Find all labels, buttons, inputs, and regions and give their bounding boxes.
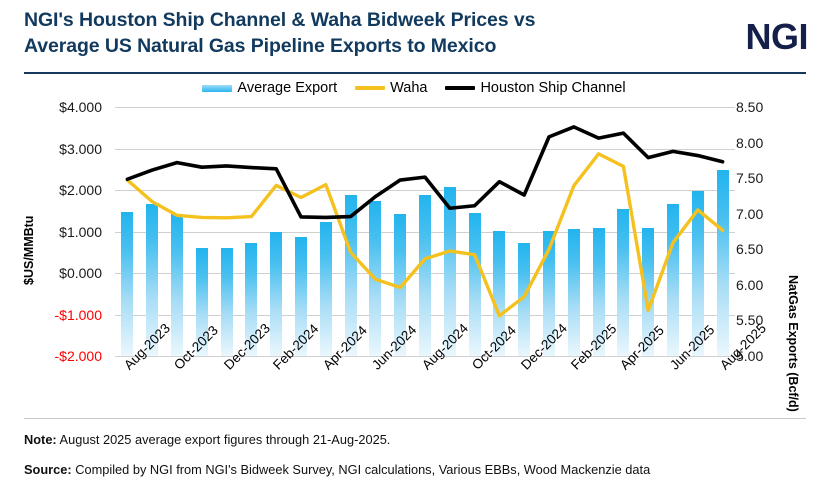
y-tick-right: 8.50 xyxy=(736,99,764,115)
y-tick-right: 7.50 xyxy=(736,170,764,187)
gridline xyxy=(115,148,735,150)
y-tick-left: -$2.000 xyxy=(54,348,102,364)
legend-swatch-icon xyxy=(445,86,476,90)
footnote-source-text: Compiled by NGI from NGI's Bidweek Surve… xyxy=(71,462,651,477)
y-tick-right: 6.00 xyxy=(736,276,764,293)
bar[interactable] xyxy=(319,221,332,356)
bar[interactable] xyxy=(592,227,605,356)
y-tick-right: 6.50 xyxy=(736,241,764,258)
legend-label: Houston Ship Channel xyxy=(480,80,626,96)
bar[interactable] xyxy=(171,214,183,356)
bar[interactable] xyxy=(691,190,704,356)
footnote-note: Note: August 2025 average export figures… xyxy=(24,432,390,447)
legend-label: Average Export xyxy=(237,80,338,96)
bar[interactable] xyxy=(295,237,307,356)
page-title: NGI's Houston Ship Channel & Waha Bidwee… xyxy=(24,8,664,59)
page-title-line-2: Average US Natural Gas Pipeline Exports … xyxy=(24,34,497,57)
y-tick-left: $1.000 xyxy=(59,223,102,240)
bar[interactable] xyxy=(493,230,506,356)
header-divider xyxy=(24,72,806,74)
footnote-source: Source: Compiled by NGI from NGI's Bidwe… xyxy=(24,462,650,477)
y-tick-left: -$1.000 xyxy=(54,306,102,323)
bar[interactable] xyxy=(617,208,630,356)
bar[interactable] xyxy=(443,187,456,356)
plot-area: $US/MMBtu NatGas Exports (Bcf/d) $4.000 $… xyxy=(0,99,828,412)
legend-swatch-icon xyxy=(202,84,233,92)
y-tick-right: 7.00 xyxy=(736,205,764,222)
footnote-note-text: August 2025 average export figures throu… xyxy=(56,432,391,447)
bar[interactable] xyxy=(716,170,729,356)
y-tick-left: $4.000 xyxy=(59,99,102,115)
line-series-layer xyxy=(125,125,725,318)
y-tick-left: $2.000 xyxy=(59,182,102,198)
bar[interactable] xyxy=(146,204,159,356)
bar[interactable] xyxy=(220,247,233,356)
gridline xyxy=(115,190,735,191)
legend-swatch-icon xyxy=(355,86,386,90)
bar[interactable] xyxy=(419,195,431,356)
y-tick-left: $3.000 xyxy=(59,140,102,157)
page-title-line-1: NGI's Houston Ship Channel & Waha Bidwee… xyxy=(24,9,536,31)
line-series-waha xyxy=(125,152,725,318)
y-tick-right: 5.00 xyxy=(736,348,764,364)
legend-label: Waha xyxy=(390,80,428,96)
y-tick-left: $0.000 xyxy=(59,265,102,281)
ngi-logo: NGI xyxy=(745,16,808,57)
header: NGI's Houston Ship Channel & Waha Bidwee… xyxy=(24,8,810,70)
footnote-note-label: Note: xyxy=(24,432,57,447)
bar[interactable] xyxy=(121,212,134,356)
gridline xyxy=(115,356,735,357)
bar[interactable] xyxy=(468,213,481,356)
bar[interactable] xyxy=(642,227,655,356)
bar[interactable] xyxy=(344,194,357,356)
line-series-houston-ship-channel xyxy=(125,125,725,220)
bar[interactable] xyxy=(667,204,679,356)
y-tick-right: 8.00 xyxy=(736,134,764,151)
bar[interactable] xyxy=(518,242,531,356)
footer-divider xyxy=(24,418,806,419)
bar[interactable] xyxy=(543,230,555,356)
legend-item-waha[interactable]: Waha xyxy=(355,80,427,96)
chart-legend: Average Export Waha Houston Ship Channel xyxy=(0,78,828,98)
gridline xyxy=(115,107,735,108)
footnote-source-label: Source: xyxy=(24,462,72,477)
plot-canvas xyxy=(115,107,735,356)
legend-item-average-export[interactable]: Average Export xyxy=(202,80,337,96)
bar[interactable] xyxy=(195,247,208,356)
bar[interactable] xyxy=(270,232,283,356)
legend-item-houston-ship-channel[interactable]: Houston Ship Channel xyxy=(445,80,626,96)
bar[interactable] xyxy=(245,242,258,356)
x-axis-ticks: Aug-2023 Oct-2023 Dec-2023 Feb-2024 Apr-2024… xyxy=(0,321,828,422)
bar[interactable] xyxy=(567,229,580,356)
y-tick-right: 5.50 xyxy=(736,312,764,329)
